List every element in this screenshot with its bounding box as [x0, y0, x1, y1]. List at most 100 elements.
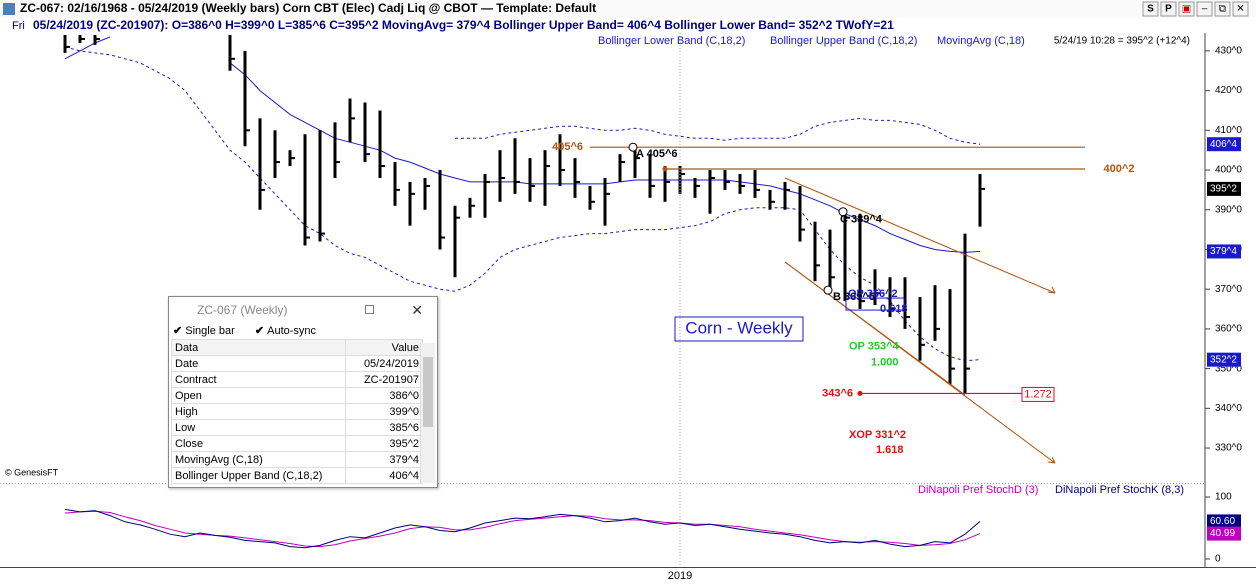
window-button-label: S — [1147, 4, 1154, 15]
data-window[interactable]: ZC-067 (Weekly) ☐ ✕ ✔ Single bar ✔ Auto-syn… — [168, 296, 438, 488]
cell: 386^0 — [345, 387, 423, 404]
window-button[interactable] — [1142, 1, 1159, 17]
price-flag-label: 379^4 — [1210, 246, 1237, 257]
data-window-title-bar: ZC-067 (Weekly) ☐ ✕ — [169, 297, 437, 323]
cell: 379^4 — [345, 451, 423, 468]
close-button[interactable]: ✕ — [411, 302, 423, 318]
app-icon — [3, 3, 15, 15]
maximize-button[interactable]: ☐ — [364, 303, 375, 317]
cell: 406^4 — [345, 467, 423, 484]
price-flag-label: 406^4 — [1210, 139, 1237, 150]
cell: 385^6 — [345, 419, 423, 436]
legend-entry: MovingAvg (C,18) — [937, 35, 1025, 47]
window-control-icon: ⧉ — [1219, 4, 1226, 15]
ratio-label: 1.272 — [1024, 388, 1052, 400]
legend-entry: Bollinger Upper Band (C,18,2) — [770, 35, 917, 47]
title-bar — [0, 0, 1256, 18]
data-window-title: ZC-067 (Weekly) — [197, 303, 288, 317]
y-tick-label: 100 — [1215, 492, 1232, 503]
price-flag — [1207, 352, 1241, 367]
price-flag — [1207, 137, 1241, 152]
checkbox-option[interactable]: ✔ Single bar — [173, 325, 245, 337]
window-control-icon: – — [1202, 4, 1208, 15]
level-dot — [662, 166, 668, 172]
window-control[interactable] — [1214, 1, 1231, 17]
price-flag-label: 352^2 — [1210, 354, 1237, 365]
watermark-box — [674, 316, 804, 342]
annotation-label: B 369^6 — [833, 291, 875, 303]
annotation-label: 400^2 — [1104, 163, 1135, 175]
cell: 395^2 — [345, 435, 423, 452]
cell: 399^0 — [345, 403, 423, 420]
data-row: Open 386^0 — [171, 387, 423, 404]
price-flag-label: 40.99 — [1210, 528, 1235, 539]
annotation-label: 343^6 — [822, 387, 853, 399]
price-flag-label: 60.60 — [1210, 516, 1235, 527]
checkbox: ✔ — [173, 325, 186, 337]
annotation-label: C 389^4 — [840, 214, 883, 226]
trend-arrow — [1047, 456, 1056, 464]
y-tick-label: 410^0 — [1215, 125, 1242, 136]
ratio-label: 1.618 — [876, 444, 904, 456]
column-header: Value — [345, 339, 423, 356]
data-row: Contract ZC-201907 — [171, 371, 423, 388]
cell: Open — [171, 387, 346, 404]
checkbox-option[interactable]: ✔ Auto-sync — [255, 325, 326, 337]
cell: Low — [171, 419, 346, 436]
overlay-line — [455, 117, 981, 145]
pivot-marker — [838, 207, 848, 217]
window-control-icon: ✕ — [1236, 4, 1244, 15]
price-plot — [63, 34, 1056, 464]
scroll-thumb[interactable] — [423, 357, 433, 427]
ratio-box — [1021, 386, 1055, 402]
checkbox-label: Single bar — [185, 325, 235, 337]
price-flag — [1207, 514, 1241, 529]
y-tick-label: 400^0 — [1215, 165, 1242, 176]
annotation-label: 405^6 — [552, 141, 583, 153]
stoch-line — [64, 508, 981, 549]
info-text: 05/24/2019 (ZC-201907): O=386^0 H=399^0 … — [33, 18, 894, 32]
y-tick-label: 420^0 — [1215, 85, 1242, 96]
checkbox: ✔ — [254, 325, 268, 337]
scrollbar[interactable] — [420, 343, 435, 483]
annotation-label: A 405^6 — [636, 148, 678, 160]
checkbox-label: Auto-sync — [267, 325, 317, 337]
window-control[interactable] — [1232, 1, 1249, 17]
level-box — [845, 297, 905, 311]
window-control-icon: ▣ — [1182, 4, 1191, 15]
legend-entry: Bollinger Lower Band (C,18,2) — [598, 35, 745, 47]
data-row: Close 395^2 — [171, 435, 423, 452]
x-tick-label: 2019 — [668, 570, 692, 582]
window-control[interactable] — [1178, 1, 1195, 17]
data-row: Low 385^6 — [171, 419, 423, 436]
annotation-label: XOP 331^2 — [849, 429, 906, 441]
trend-line — [784, 177, 1056, 294]
window-button[interactable] — [1160, 1, 1177, 17]
cell: 05/24/2019 — [345, 355, 423, 372]
level-dot — [857, 390, 863, 396]
window-control[interactable] — [1196, 1, 1213, 17]
window-button-label: P — [1165, 4, 1172, 15]
window-title: ZC-067: 02/16/1968 - 05/24/2019 (Weekly … — [20, 1, 596, 15]
y-tick-label: 0 — [1215, 554, 1221, 565]
chart-title: Corn - Weekly — [685, 318, 793, 337]
cell: MovingAvg (C,18) — [171, 451, 346, 468]
legend-entry: DiNapoli Pref StochK (8,3) — [1055, 484, 1184, 496]
info-day: Fri — [12, 20, 25, 32]
y-tick-label: 350^0 — [1215, 363, 1242, 374]
price-flag — [1207, 244, 1241, 259]
cell: Close — [171, 435, 346, 452]
cell: Bollinger Upper Band (C,18,2) — [171, 467, 346, 484]
ratio-label: 1.000 — [871, 357, 899, 369]
y-tick-label: 340^0 — [1215, 403, 1242, 414]
cell: Date — [171, 355, 346, 372]
y-tick-label: 430^0 — [1215, 46, 1242, 57]
price-flag — [1207, 181, 1241, 196]
ratio-label: 0.618 — [880, 303, 908, 315]
data-table: Data Value Date 05/24/2019 Contract ZC-201907… — [171, 339, 423, 484]
pivot-marker — [823, 285, 833, 295]
data-row: Bollinger Upper Band (C,18,2) 406^4 — [171, 467, 423, 484]
y-tick-label: 390^0 — [1215, 204, 1242, 215]
pivot-marker — [628, 142, 638, 152]
